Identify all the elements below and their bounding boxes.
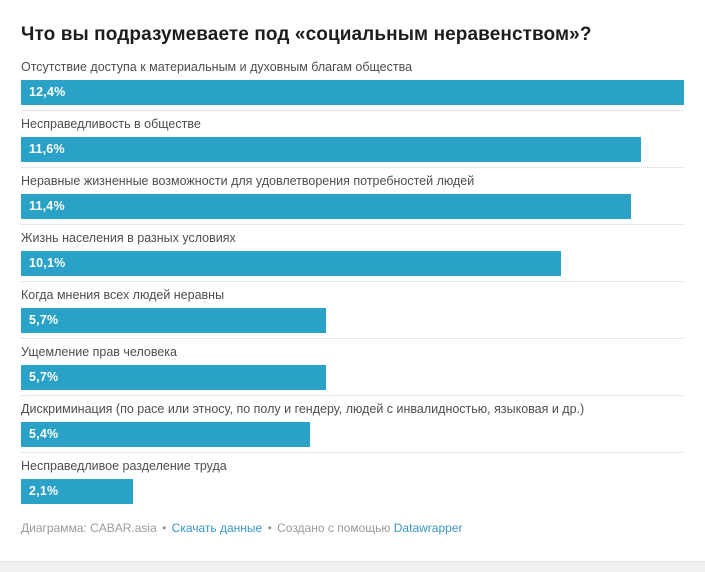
category-label: Неравные жизненные возможности для удовл… [21,174,475,188]
bar: 11,4% [21,194,631,219]
bar: 2,1% [21,479,134,504]
bar-track: 11,4% [21,194,684,219]
bar-row: Неравные жизненные возможности для удовл… [21,168,684,225]
category-label: Отсутствие доступа к материальным и духо… [21,60,413,74]
page-background-strip [0,561,705,572]
download-data-link[interactable]: Скачать данные [171,521,263,535]
category-label: Жизнь населения в разных условиях [21,231,236,245]
bar-row: Отсутствие доступа к материальным и духо… [21,54,684,111]
value-label: 11,4% [29,199,65,213]
bar-row: Несправедливое разделение труда 2,1% [21,453,684,509]
bar-track: 5,7% [21,308,684,333]
bar: 11,6% [21,137,642,162]
value-label: 5,4% [29,427,59,441]
footer-bullet: • [162,521,167,535]
bar-row: Дискриминация (по расе или этносу, по по… [21,396,684,453]
bar: 10,1% [21,251,561,276]
category-label: Несправедливость в обществе [21,117,201,131]
bar-track: 5,4% [21,422,684,447]
category-label: Когда мнения всех людей неравны [21,288,225,302]
value-label: 11,6% [29,142,65,156]
bar-row: Несправедливость в обществе 11,6% [21,111,684,168]
footer-bullet: • [267,521,272,535]
bar: 5,4% [21,422,310,447]
value-label: 12,4% [29,85,66,99]
value-label: 5,7% [29,370,59,384]
bar-track: 2,1% [21,479,684,504]
chart-title: Что вы подразумеваете под «социальным не… [21,24,592,45]
bar: 12,4% [21,80,684,105]
created-with-text: Создано с помощью [277,521,391,535]
bar-track: 11,6% [21,137,684,162]
chart-footer: Диаграмма: CABAR.asia • Скачать данные •… [0,509,705,536]
value-label: 5,7% [29,313,59,327]
chart-attribution: Диаграмма: CABAR.asia [21,521,157,535]
category-label: Дискриминация (по расе или этносу, по по… [21,402,585,416]
bar-track: 10,1% [21,251,684,276]
bar-row: Ущемление прав человека 5,7% [21,339,684,396]
bar: 5,7% [21,365,326,390]
bar-track: 5,7% [21,365,684,390]
bar-row: Когда мнения всех людей неравны 5,7% [21,282,684,339]
datawrapper-link[interactable]: Datawrapper [393,521,463,535]
bar-track: 12,4% [21,80,684,105]
value-label: 10,1% [29,256,66,270]
chart: Что вы подразумеваете под «социальным не… [21,24,684,509]
category-label: Несправедливое разделение труда [21,459,227,473]
category-label: Ущемление прав человека [21,345,177,359]
bar: 5,7% [21,308,326,333]
value-label: 2,1% [29,484,59,498]
bar-row: Жизнь населения в разных условиях 10,1% [21,225,684,282]
